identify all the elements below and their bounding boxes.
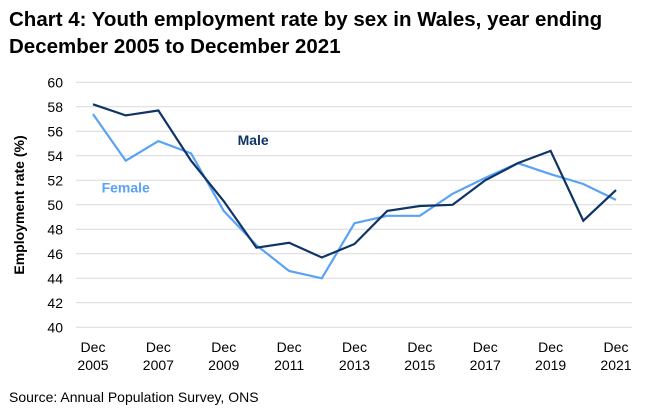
series-label-female: Female	[102, 180, 150, 196]
x-tick-label: 2017	[470, 357, 501, 373]
y-tick-label: 52	[47, 172, 63, 188]
y-tick-label: 42	[47, 295, 63, 311]
x-tick-label: 2007	[143, 357, 174, 373]
x-tick-label: Dec	[538, 339, 563, 355]
x-tick-label: Dec	[473, 339, 498, 355]
y-tick-label: 58	[47, 99, 63, 115]
series-label-male: Male	[238, 132, 269, 148]
x-tick-label: Dec	[146, 339, 171, 355]
chart-title: Chart 4: Youth employment rate by sex in…	[9, 8, 603, 58]
series-line-female	[92, 113, 617, 280]
x-tick-label: 2005	[77, 357, 108, 373]
x-tick-label: 2015	[404, 357, 435, 373]
x-tick-label: 2019	[535, 357, 566, 373]
x-tick-label: Dec	[342, 339, 367, 355]
x-tick-label: Dec	[407, 339, 432, 355]
y-tick-label: 56	[47, 123, 63, 139]
x-tick-label: Dec	[81, 339, 106, 355]
y-axis-label: Employment rate (%)	[11, 135, 27, 274]
y-tick-label: 50	[47, 197, 63, 213]
x-tick-label: Dec	[211, 339, 236, 355]
x-tick-label: 2011	[274, 357, 304, 373]
y-tick-label: 48	[47, 221, 63, 237]
y-tick-label: 40	[47, 319, 63, 335]
x-tick-label: Dec	[277, 339, 302, 355]
y-tick-label: 46	[47, 246, 63, 262]
x-tick-label: Dec	[604, 339, 629, 355]
x-tick-label: 2013	[339, 357, 370, 373]
x-tick-label: 2009	[208, 357, 239, 373]
y-tick-label: 54	[47, 148, 63, 164]
source-note: Source: Annual Population Survey, ONS	[9, 389, 259, 405]
y-tick-label: 60	[47, 74, 63, 90]
series-line-male	[92, 103, 617, 259]
x-tick-label: 2021	[600, 357, 631, 373]
y-tick-label: 44	[47, 270, 63, 286]
